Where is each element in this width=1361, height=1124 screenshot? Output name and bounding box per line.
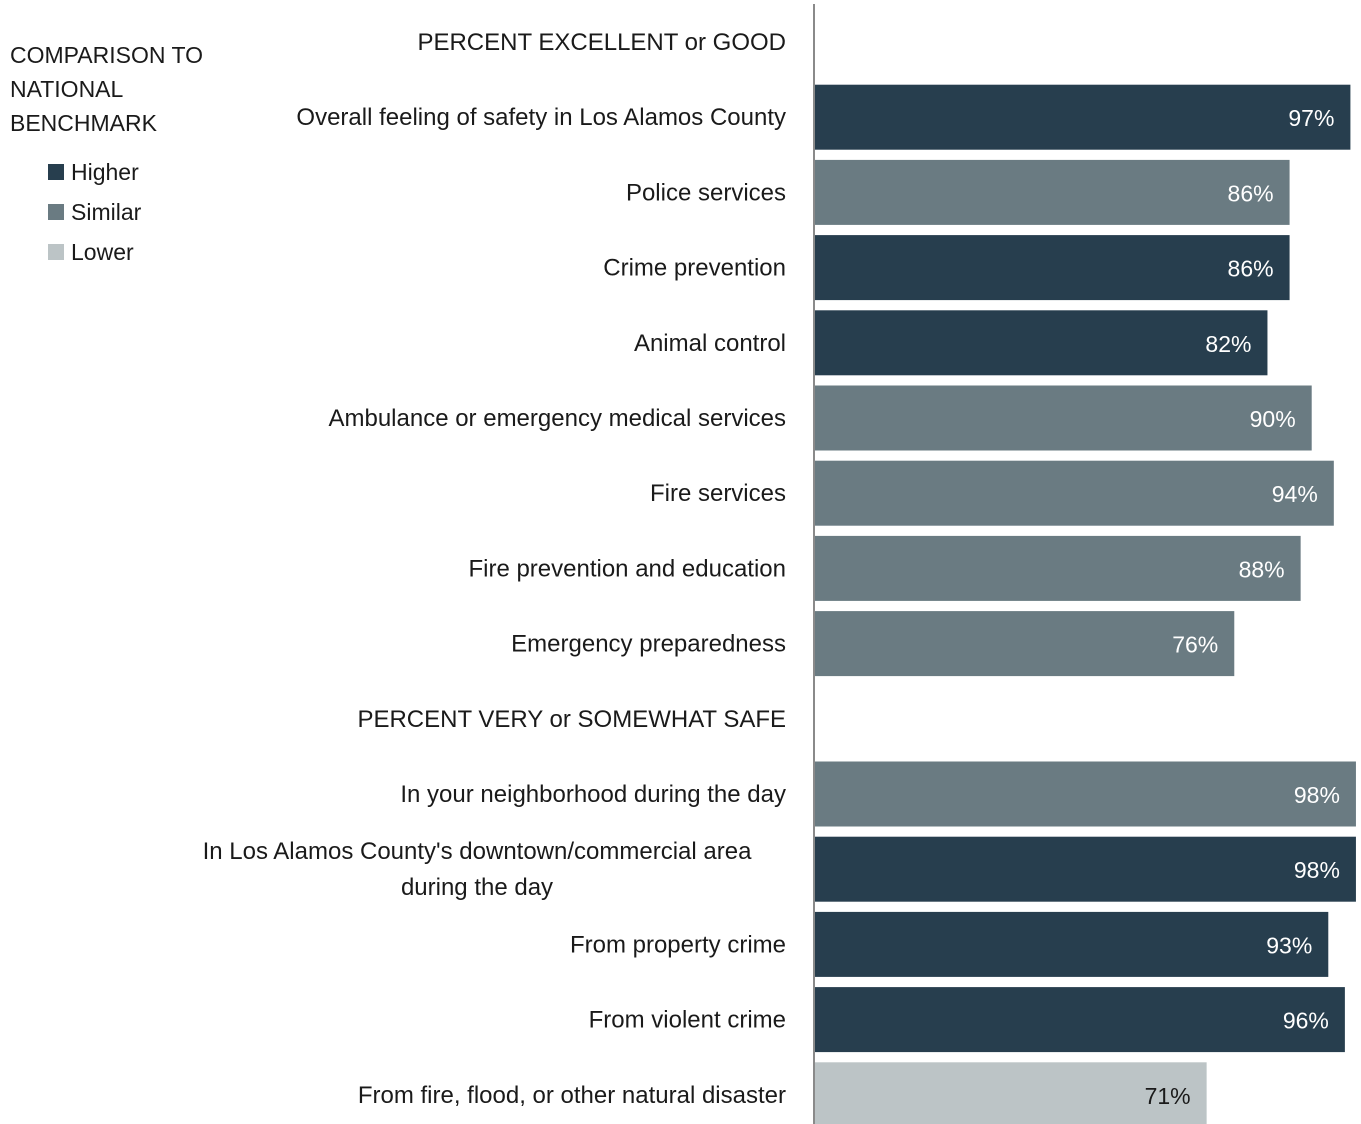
legend-item-lower: Lower [48, 232, 240, 272]
section-header: PERCENT VERY or SOMEWHAT SAFE [357, 706, 786, 733]
bar [814, 460, 1334, 526]
data-label: 98% [1294, 782, 1340, 808]
category-label: From fire, flood, or other natural disas… [358, 1082, 786, 1109]
legend-title: COMPARISON TO NATIONAL BENCHMARK [10, 38, 240, 140]
bar [814, 235, 1290, 301]
bar [814, 836, 1356, 902]
data-label: 97% [1288, 105, 1334, 131]
legend: COMPARISON TO NATIONAL BENCHMARK Higher … [10, 38, 240, 272]
bar [814, 310, 1268, 376]
data-label: 86% [1228, 180, 1274, 206]
data-label: 71% [1145, 1083, 1191, 1109]
bar [814, 159, 1290, 225]
data-label: 96% [1283, 1008, 1329, 1034]
category-label: Overall feeling of safety in Los Alamos … [296, 104, 786, 131]
category-label: Fire services [650, 480, 786, 507]
section-header: PERCENT EXCELLENT or GOOD [417, 29, 786, 56]
bar [814, 911, 1329, 977]
legend-title-line: NATIONAL [10, 76, 124, 102]
category-label: Emergency preparedness [511, 631, 786, 658]
bar [814, 987, 1345, 1053]
legend-swatch-higher [48, 164, 64, 180]
legend-item-higher: Higher [48, 152, 240, 192]
category-label: Fire prevention and education [468, 555, 786, 582]
data-label: 76% [1172, 632, 1218, 658]
legend-title-line: BENCHMARK [10, 110, 157, 136]
category-label: Police services [626, 179, 786, 206]
legend-label-similar: Similar [71, 198, 142, 225]
data-label: 93% [1266, 932, 1312, 958]
category-label: In your neighborhood during the day [400, 781, 786, 808]
bar [814, 761, 1356, 827]
data-label: 88% [1239, 556, 1285, 582]
category-label: Crime prevention [603, 255, 786, 282]
data-label: 98% [1294, 857, 1340, 883]
legend-label-lower: Lower [71, 238, 134, 265]
category-label: From violent crime [589, 1007, 786, 1034]
bar [814, 84, 1351, 150]
legend-swatch-similar [48, 204, 64, 220]
data-label: 94% [1272, 481, 1318, 507]
legend-item-similar: Similar [48, 192, 240, 232]
data-label: 82% [1205, 331, 1251, 357]
bar [814, 385, 1312, 451]
bar [814, 1062, 1207, 1124]
data-label: 86% [1228, 256, 1274, 282]
legend-title-line: COMPARISON TO [10, 42, 203, 68]
data-label: 90% [1250, 406, 1296, 432]
bar [814, 611, 1235, 677]
category-label: Animal control [634, 330, 786, 357]
bar [814, 535, 1301, 601]
legend-swatch-lower [48, 244, 64, 260]
legend-label-higher: Higher [71, 158, 139, 185]
category-label: From property crime [570, 931, 786, 958]
category-label: Ambulance or emergency medical services [328, 405, 786, 432]
category-label: In Los Alamos County's downtown/commerci… [203, 838, 752, 901]
